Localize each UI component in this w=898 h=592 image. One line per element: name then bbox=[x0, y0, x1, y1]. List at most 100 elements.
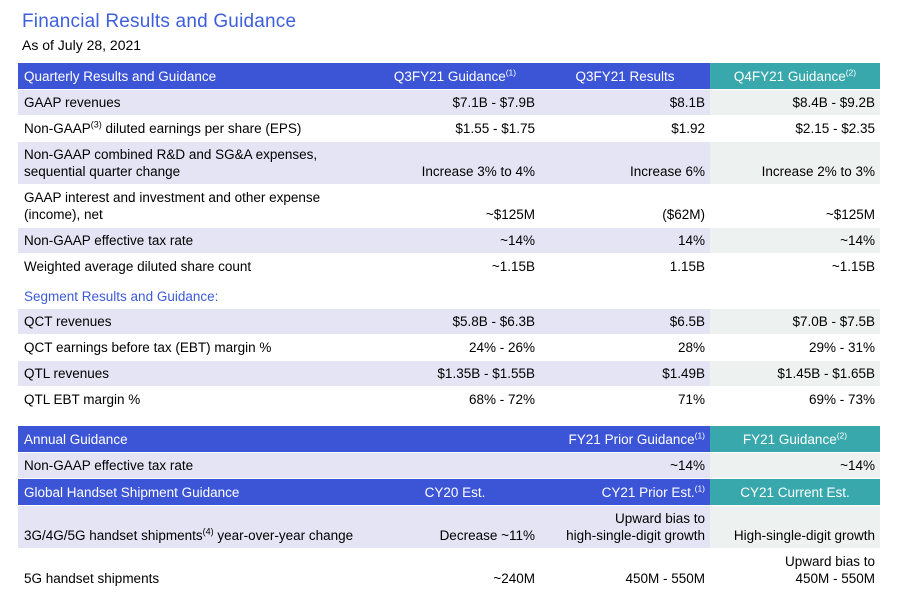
table-row-gaap-interest: GAAP interest and investment and other e… bbox=[18, 185, 880, 228]
col-cy21-prior-est-text: CY21 Prior Est.(1) bbox=[601, 483, 705, 500]
row-value-q3-results: $1.92 bbox=[671, 121, 705, 136]
row-value-q4-guidance: $7.0B - $7.5B bbox=[710, 309, 880, 334]
col-q3fy21-guidance-text: Q3FY21 Guidance(1) bbox=[393, 67, 517, 84]
quarterly-header-title: Quarterly Results and Guidance bbox=[18, 63, 370, 89]
col-fy21-prior-guidance-text: FY21 Prior Guidance(1) bbox=[568, 430, 705, 447]
row-value-q3-results: ($62M) bbox=[662, 207, 705, 222]
col-q3fy21-results: Q3FY21 Results bbox=[540, 63, 710, 89]
table-row-tax-rate: Non-GAAP effective tax rate ~14% 14% ~14… bbox=[18, 228, 880, 254]
col-fy21-guidance: FY21 Guidance(2) bbox=[710, 426, 880, 452]
table-row-rd-sga-expenses: Non-GAAP combined R&D and SG&A expenses,… bbox=[18, 142, 880, 185]
col-q4fy21-guidance-text: Q4FY21 Guidance(2) bbox=[733, 67, 857, 84]
annual-header-row: Annual Guidance FY21 Prior Guidance(1) F… bbox=[18, 426, 880, 453]
row-value-q4-guidance: ~$125M bbox=[825, 207, 875, 222]
row-label: 5G handset shipments bbox=[24, 571, 160, 586]
row-label: QTL EBT margin % bbox=[24, 392, 141, 407]
row-value-q3-results: $8.1B bbox=[540, 90, 710, 115]
footnote-sup: (2) bbox=[836, 430, 848, 440]
row-value-q4-guidance: 29% - 31% bbox=[808, 340, 875, 355]
col-cy21-current-est-text: CY21 Current Est. bbox=[740, 484, 850, 500]
table-row-qct-revenues: QCT revenues $5.8B - $6.3B $6.5B $7.0B -… bbox=[18, 309, 880, 335]
row-value-cy21-prior: 450M - 550M bbox=[625, 571, 705, 586]
row-value-q3-results: $6.5B bbox=[540, 309, 710, 334]
col-cy21-current-est: CY21 Current Est. bbox=[710, 479, 880, 505]
row-value-fy21-guidance: ~14% bbox=[710, 453, 880, 478]
table-row-qtl-ebt-margin: QTL EBT margin % 68% - 72% 71% 69% - 73% bbox=[18, 387, 880, 413]
table-row-qtl-revenues: QTL revenues $1.35B - $1.55B $1.49B $1.4… bbox=[18, 361, 880, 387]
row-label: Non-GAAP combined R&D and SG&A expenses,… bbox=[18, 142, 370, 184]
row-value-cy21-current: Upward bias to 450M - 550M bbox=[784, 554, 875, 586]
segment-section-heading: Segment Results and Guidance: bbox=[24, 289, 219, 304]
row-value-q3-results: 14% bbox=[540, 228, 710, 253]
row-label: 3G/4G/5G handset shipments(4) year-over-… bbox=[18, 506, 370, 548]
col-cy20-est: CY20 Est. bbox=[370, 479, 540, 505]
footnote-sup: (2) bbox=[845, 67, 857, 77]
row-value-q4-guidance: $8.4B - $9.2B bbox=[710, 90, 880, 115]
row-value-q4-guidance: Increase 2% to 3% bbox=[710, 142, 880, 184]
row-label: QCT revenues bbox=[18, 309, 370, 334]
row-value-q4-guidance: $2.15 - $2.35 bbox=[795, 121, 875, 136]
row-value-q3-results: $1.49B bbox=[540, 361, 710, 386]
row-label: Non-GAAP effective tax rate bbox=[18, 453, 370, 478]
row-value-q3-results: 71% bbox=[677, 392, 705, 407]
row-value-q4-guidance: 69% - 73% bbox=[808, 392, 875, 407]
row-value-q4-guidance: ~1.15B bbox=[831, 259, 875, 274]
footnote-sup: (1) bbox=[694, 483, 705, 493]
row-label: GAAP revenues bbox=[18, 90, 370, 115]
row-value-q3-guidance: $7.1B - $7.9B bbox=[370, 90, 540, 115]
table-row-qct-ebt-margin: QCT earnings before tax (EBT) margin % 2… bbox=[18, 335, 880, 361]
row-value-q4-guidance: $1.45B - $1.65B bbox=[710, 361, 880, 386]
col-fy21-guidance-text: FY21 Guidance(2) bbox=[742, 430, 848, 447]
row-value-q3-guidance: 68% - 72% bbox=[468, 392, 535, 407]
table-row-non-gaap-eps: Non-GAAP(3) diluted earnings per share (… bbox=[18, 116, 880, 142]
row-value-fy21-prior: ~14% bbox=[540, 453, 710, 478]
table-row-handset-yoy: 3G/4G/5G handset shipments(4) year-over-… bbox=[18, 506, 880, 549]
table-row-annual-tax-rate: Non-GAAP effective tax rate ~14% ~14% bbox=[18, 453, 880, 479]
handset-header-row: Global Handset Shipment Guidance CY20 Es… bbox=[18, 479, 880, 506]
row-value-cy21-current: High-single-digit growth bbox=[710, 506, 880, 548]
row-value-cy21-prior: Upward bias to high-single-digit growth bbox=[540, 506, 710, 548]
row-value-q4-guidance: ~14% bbox=[710, 228, 880, 253]
col-q4fy21-guidance: Q4FY21 Guidance(2) bbox=[710, 63, 880, 89]
row-value-q3-results: Increase 6% bbox=[540, 142, 710, 184]
row-value-q3-results: 1.15B bbox=[669, 259, 705, 274]
col-cy20-est-text: CY20 Est. bbox=[424, 484, 486, 500]
table-row-share-count: Weighted average diluted share count ~1.… bbox=[18, 254, 880, 280]
row-value-q3-guidance: $5.8B - $6.3B bbox=[370, 309, 540, 334]
row-value-cy20: Decrease ~11% bbox=[370, 506, 540, 548]
row-label: Weighted average diluted share count bbox=[24, 259, 252, 274]
row-label: GAAP interest and investment and other e… bbox=[24, 190, 321, 222]
row-value-q3-guidance: ~14% bbox=[370, 228, 540, 253]
row-value-q3-guidance: ~1.15B bbox=[491, 259, 535, 274]
row-value-q3-guidance: 24% - 26% bbox=[468, 340, 535, 355]
row-value-cy20: ~240M bbox=[493, 571, 535, 586]
row-value-empty bbox=[370, 453, 540, 478]
annual-header-title: Annual Guidance bbox=[18, 426, 370, 452]
as-of-date: As of July 28, 2021 bbox=[22, 37, 142, 53]
col-q3fy21-guidance: Q3FY21 Guidance(1) bbox=[370, 63, 540, 89]
quarterly-header-row: Quarterly Results and Guidance Q3FY21 Gu… bbox=[18, 63, 880, 90]
handset-header-title: Global Handset Shipment Guidance bbox=[18, 479, 370, 505]
row-label: Non-GAAP(3) diluted earnings per share (… bbox=[24, 119, 302, 136]
row-value-q3-guidance: $1.55 - $1.75 bbox=[455, 121, 535, 136]
row-label: QCT earnings before tax (EBT) margin % bbox=[24, 340, 272, 355]
row-label: QTL revenues bbox=[18, 361, 370, 386]
col-cy21-prior-est: CY21 Prior Est.(1) bbox=[540, 479, 710, 505]
annual-header-empty bbox=[370, 426, 540, 452]
quarterly-header-title-text: Quarterly Results and Guidance bbox=[24, 68, 217, 84]
table-row-gaap-revenues: GAAP revenues $7.1B - $7.9B $8.1B $8.4B … bbox=[18, 90, 880, 116]
handset-header-title-text: Global Handset Shipment Guidance bbox=[24, 484, 240, 500]
row-value-q3-guidance: ~$125M bbox=[485, 207, 535, 222]
page-title: Financial Results and Guidance bbox=[22, 11, 297, 32]
row-value-q3-results: 28% bbox=[677, 340, 705, 355]
footnote-sup: (1) bbox=[694, 430, 705, 440]
footnote-sup: (3) bbox=[90, 119, 102, 130]
col-fy21-prior-guidance: FY21 Prior Guidance(1) bbox=[540, 426, 710, 452]
col-q3fy21-results-text: Q3FY21 Results bbox=[575, 68, 675, 84]
section-spacer bbox=[18, 413, 880, 426]
guidance-table: Quarterly Results and Guidance Q3FY21 Gu… bbox=[18, 63, 880, 592]
table-row-5g-shipments: 5G handset shipments ~240M 450M - 550M U… bbox=[18, 549, 880, 592]
footnote-sup: (4) bbox=[202, 526, 214, 537]
annual-header-title-text: Annual Guidance bbox=[24, 431, 128, 447]
